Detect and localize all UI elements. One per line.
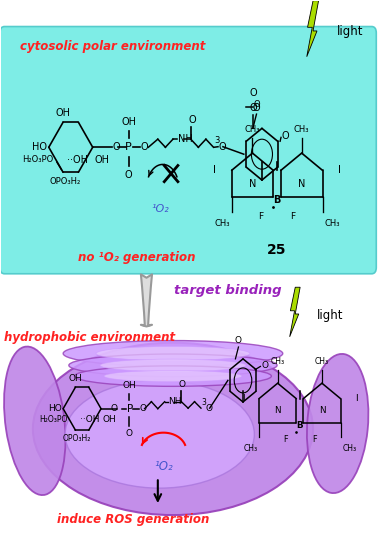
Text: CH₃: CH₃	[271, 357, 285, 366]
Text: target binding: target binding	[174, 284, 282, 297]
Text: N: N	[274, 406, 281, 415]
Text: OH: OH	[55, 108, 71, 118]
Text: cytosolic polar environment: cytosolic polar environment	[20, 40, 205, 53]
Text: F: F	[259, 212, 264, 221]
Text: N: N	[319, 406, 325, 415]
FancyBboxPatch shape	[0, 26, 376, 274]
Text: O: O	[126, 429, 133, 438]
Text: light: light	[337, 25, 363, 38]
Text: F: F	[312, 435, 317, 444]
Ellipse shape	[33, 343, 313, 515]
Text: O: O	[249, 87, 256, 98]
Ellipse shape	[74, 366, 271, 386]
Text: O: O	[253, 100, 260, 109]
Text: N: N	[298, 179, 306, 189]
Text: P: P	[125, 142, 132, 152]
Text: light: light	[317, 309, 344, 322]
Text: O: O	[188, 115, 196, 125]
Text: 3: 3	[215, 136, 220, 145]
Text: ¹O₂: ¹O₂	[154, 460, 173, 473]
Text: CH₃: CH₃	[324, 219, 340, 228]
Text: O: O	[111, 404, 118, 413]
Text: CH₃: CH₃	[245, 125, 260, 134]
Ellipse shape	[63, 341, 283, 367]
Text: OH: OH	[69, 374, 82, 383]
Text: OH: OH	[121, 117, 136, 127]
Text: O: O	[249, 103, 256, 113]
Text: HO: HO	[32, 142, 47, 152]
Ellipse shape	[69, 354, 277, 376]
Ellipse shape	[307, 354, 369, 493]
Text: O: O	[235, 336, 242, 345]
Text: 25: 25	[268, 242, 287, 256]
Text: O: O	[139, 404, 147, 413]
Text: 3: 3	[202, 397, 207, 407]
Text: O: O	[112, 142, 120, 152]
Text: OPO₃H₂: OPO₃H₂	[49, 177, 81, 186]
Text: O: O	[218, 141, 226, 152]
Text: ··OH: ··OH	[67, 155, 89, 165]
Text: OH: OH	[103, 415, 116, 424]
Text: O: O	[179, 380, 186, 389]
Text: H₂O₃PO: H₂O₃PO	[39, 415, 67, 424]
Text: CH₃: CH₃	[243, 444, 258, 453]
Text: I: I	[355, 394, 357, 403]
Polygon shape	[307, 1, 318, 57]
Text: I: I	[338, 165, 341, 176]
Ellipse shape	[96, 346, 250, 361]
Text: O: O	[206, 404, 213, 413]
Text: I: I	[242, 394, 245, 403]
Text: hydrophobic environment: hydrophobic environment	[5, 331, 176, 344]
Text: ··OH: ··OH	[80, 415, 100, 424]
Text: ¹O₂: ¹O₂	[151, 204, 169, 214]
Polygon shape	[290, 287, 300, 337]
Text: OH: OH	[95, 155, 109, 165]
Text: B: B	[273, 195, 281, 205]
Text: OPO₃H₂: OPO₃H₂	[62, 434, 91, 443]
Text: NH: NH	[168, 397, 182, 406]
Text: I: I	[213, 165, 216, 176]
Text: HO: HO	[48, 404, 62, 413]
Ellipse shape	[100, 359, 246, 372]
Text: P: P	[127, 404, 133, 414]
Text: no ¹O₂ generation: no ¹O₂ generation	[78, 251, 196, 264]
Text: O: O	[282, 131, 290, 141]
Text: F: F	[290, 212, 296, 221]
Text: OH: OH	[122, 381, 136, 390]
Text: F: F	[283, 435, 288, 444]
Text: B: B	[296, 421, 303, 430]
Text: induce ROS generation: induce ROS generation	[57, 513, 209, 526]
Text: CH₃: CH₃	[315, 357, 329, 366]
Text: N: N	[249, 179, 256, 189]
Ellipse shape	[65, 380, 254, 488]
Text: O: O	[125, 171, 133, 180]
Text: CH₃: CH₃	[342, 444, 356, 453]
Text: O: O	[253, 103, 260, 113]
Text: NH: NH	[177, 134, 192, 144]
Text: CH₃: CH₃	[214, 219, 230, 228]
Text: CH₃: CH₃	[294, 125, 309, 134]
Ellipse shape	[4, 347, 65, 495]
Text: H₂O₃PO: H₂O₃PO	[22, 155, 54, 164]
Text: O: O	[261, 361, 268, 370]
Text: O: O	[141, 142, 149, 152]
Ellipse shape	[104, 370, 242, 382]
